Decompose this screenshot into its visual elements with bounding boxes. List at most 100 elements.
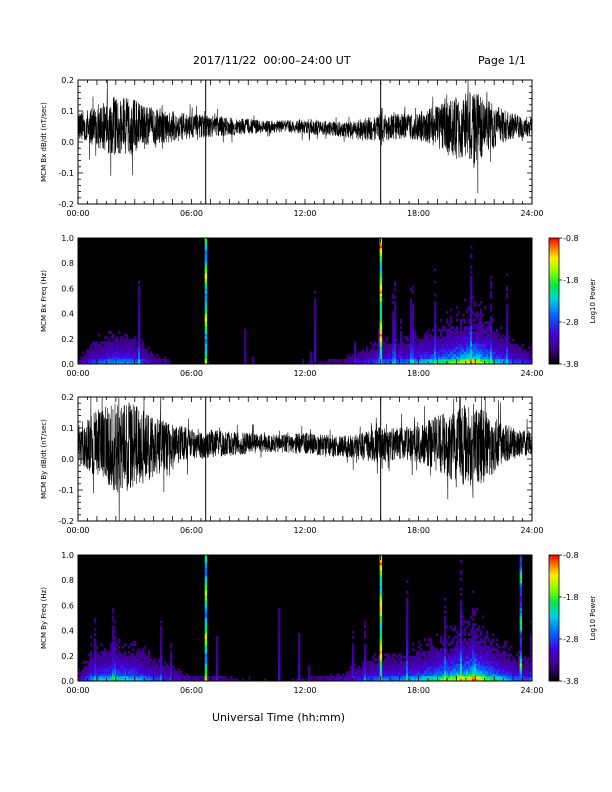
spectrogram-cell bbox=[416, 336, 419, 340]
spectrogram-cell bbox=[448, 643, 451, 647]
spectrogram-cell bbox=[78, 675, 81, 679]
spectrogram-cell bbox=[502, 361, 505, 365]
spectrogram-cell bbox=[140, 348, 143, 352]
spectrogram-cell bbox=[392, 658, 395, 662]
spectrogram-cell bbox=[478, 648, 481, 652]
spectrogram-cell bbox=[120, 675, 123, 679]
spectrogram-cell bbox=[500, 351, 503, 355]
spectrogram-cell bbox=[462, 660, 465, 664]
spectrogram-cell bbox=[482, 655, 485, 659]
spectrogram-cell bbox=[82, 356, 85, 360]
spectrogram-cell bbox=[90, 346, 93, 350]
spectrogram-cell bbox=[370, 341, 373, 345]
y-tick-label: 0.2 bbox=[61, 76, 74, 85]
spectrogram-cell bbox=[168, 673, 171, 677]
spectrogram-cell bbox=[138, 361, 141, 365]
spectrogram-cell bbox=[214, 675, 217, 679]
spectrogram-cell bbox=[216, 640, 219, 644]
spectrogram-cell bbox=[88, 665, 91, 669]
spectrogram-cell bbox=[130, 678, 133, 682]
spectrogram-cell bbox=[470, 336, 473, 340]
spectrogram-cell bbox=[398, 678, 401, 682]
spectrogram-cell bbox=[406, 353, 409, 357]
spectrogram-cell bbox=[420, 338, 423, 342]
spectrogram-cell bbox=[466, 333, 469, 337]
spectrogram-cell bbox=[456, 318, 459, 322]
spectrogram-cell bbox=[496, 346, 499, 350]
spectrogram-cell bbox=[90, 655, 93, 659]
spectrogram-cell bbox=[406, 628, 409, 631]
spectrogram-cell bbox=[438, 336, 441, 340]
spectrogram-cell bbox=[502, 658, 505, 662]
spectrogram-cell bbox=[424, 638, 427, 641]
spectrogram-cell bbox=[472, 633, 475, 636]
spectrogram-cell bbox=[376, 351, 379, 355]
spectrogram-cell bbox=[488, 358, 491, 362]
spectrogram-cell bbox=[396, 343, 399, 347]
spectrogram-cell bbox=[418, 341, 421, 345]
spectrogram-cell bbox=[518, 655, 521, 659]
spectrogram-cell bbox=[410, 328, 413, 332]
spectrogram-cell bbox=[376, 658, 379, 662]
spectrogram-cell bbox=[520, 353, 523, 357]
spectrogram-cell bbox=[378, 351, 381, 355]
spectrogram-cell bbox=[528, 675, 531, 679]
spectrogram-cell bbox=[372, 663, 375, 667]
spectrogram-cell bbox=[130, 668, 133, 672]
spectrogram-cell bbox=[182, 678, 185, 682]
bright-column-cell bbox=[204, 311, 208, 314]
spectrogram-cell bbox=[468, 331, 471, 335]
spectrogram-cell bbox=[414, 668, 417, 672]
spectrogram-cell bbox=[176, 678, 179, 682]
spectrogram-cell bbox=[382, 678, 385, 682]
bright-column-cell bbox=[519, 592, 523, 596]
spectrogram-cell bbox=[346, 673, 349, 677]
spectrogram-cell bbox=[452, 356, 455, 360]
spectrogram-cell bbox=[132, 341, 135, 345]
spectrogram-cell bbox=[402, 655, 405, 659]
colorbar-segment bbox=[549, 254, 559, 258]
spectrogram-cell bbox=[406, 607, 409, 611]
spectrogram-cell bbox=[310, 351, 313, 355]
spectrogram-cell bbox=[384, 665, 387, 669]
spectrogram-cell bbox=[504, 678, 507, 682]
spectrogram-cell bbox=[392, 351, 395, 355]
spectrogram-cell bbox=[440, 358, 443, 362]
spectrogram-cell bbox=[394, 295, 397, 299]
spectrogram-cell bbox=[414, 675, 417, 679]
spectrogram-cell bbox=[138, 341, 141, 345]
spectrogram-cell bbox=[146, 678, 149, 682]
spectrogram-cell bbox=[412, 338, 415, 342]
spectrogram-cell bbox=[514, 665, 517, 669]
spectrogram-cell bbox=[494, 348, 497, 352]
spectrogram-cell bbox=[422, 668, 425, 672]
spectrogram-cell bbox=[110, 665, 113, 669]
spectrogram-cell bbox=[464, 675, 467, 679]
bright-column-cell bbox=[204, 290, 208, 294]
spectrogram-cell bbox=[390, 675, 393, 679]
spectrogram-cell bbox=[152, 353, 155, 357]
spectrogram-cell bbox=[444, 673, 447, 677]
spectrogram-cell bbox=[428, 338, 431, 342]
spectrogram-cell bbox=[526, 358, 529, 362]
spectrogram-cell bbox=[406, 645, 409, 649]
spectrogram-cell bbox=[460, 640, 463, 644]
bright-column-cell bbox=[379, 590, 383, 594]
bright-column-cell bbox=[379, 638, 383, 641]
spectrogram-cell bbox=[482, 348, 485, 352]
bright-column-cell bbox=[379, 610, 383, 614]
spectrogram-cell bbox=[400, 341, 403, 345]
spectrogram-cell bbox=[496, 341, 499, 345]
spectrogram-cell bbox=[90, 356, 93, 360]
bright-column-cell bbox=[379, 245, 383, 249]
spectrogram-cell bbox=[454, 348, 457, 352]
spectrogram-cell bbox=[404, 673, 407, 677]
bright-column-cell bbox=[379, 331, 383, 335]
spectrogram-cell bbox=[386, 346, 389, 350]
bright-column-cell bbox=[519, 628, 523, 631]
bright-column-cell bbox=[519, 610, 523, 614]
spectrogram-cell bbox=[108, 670, 111, 674]
spectrogram-cell bbox=[406, 670, 409, 674]
spectrogram-cell bbox=[366, 660, 369, 664]
x-tick-label: 06:00 bbox=[180, 369, 203, 378]
